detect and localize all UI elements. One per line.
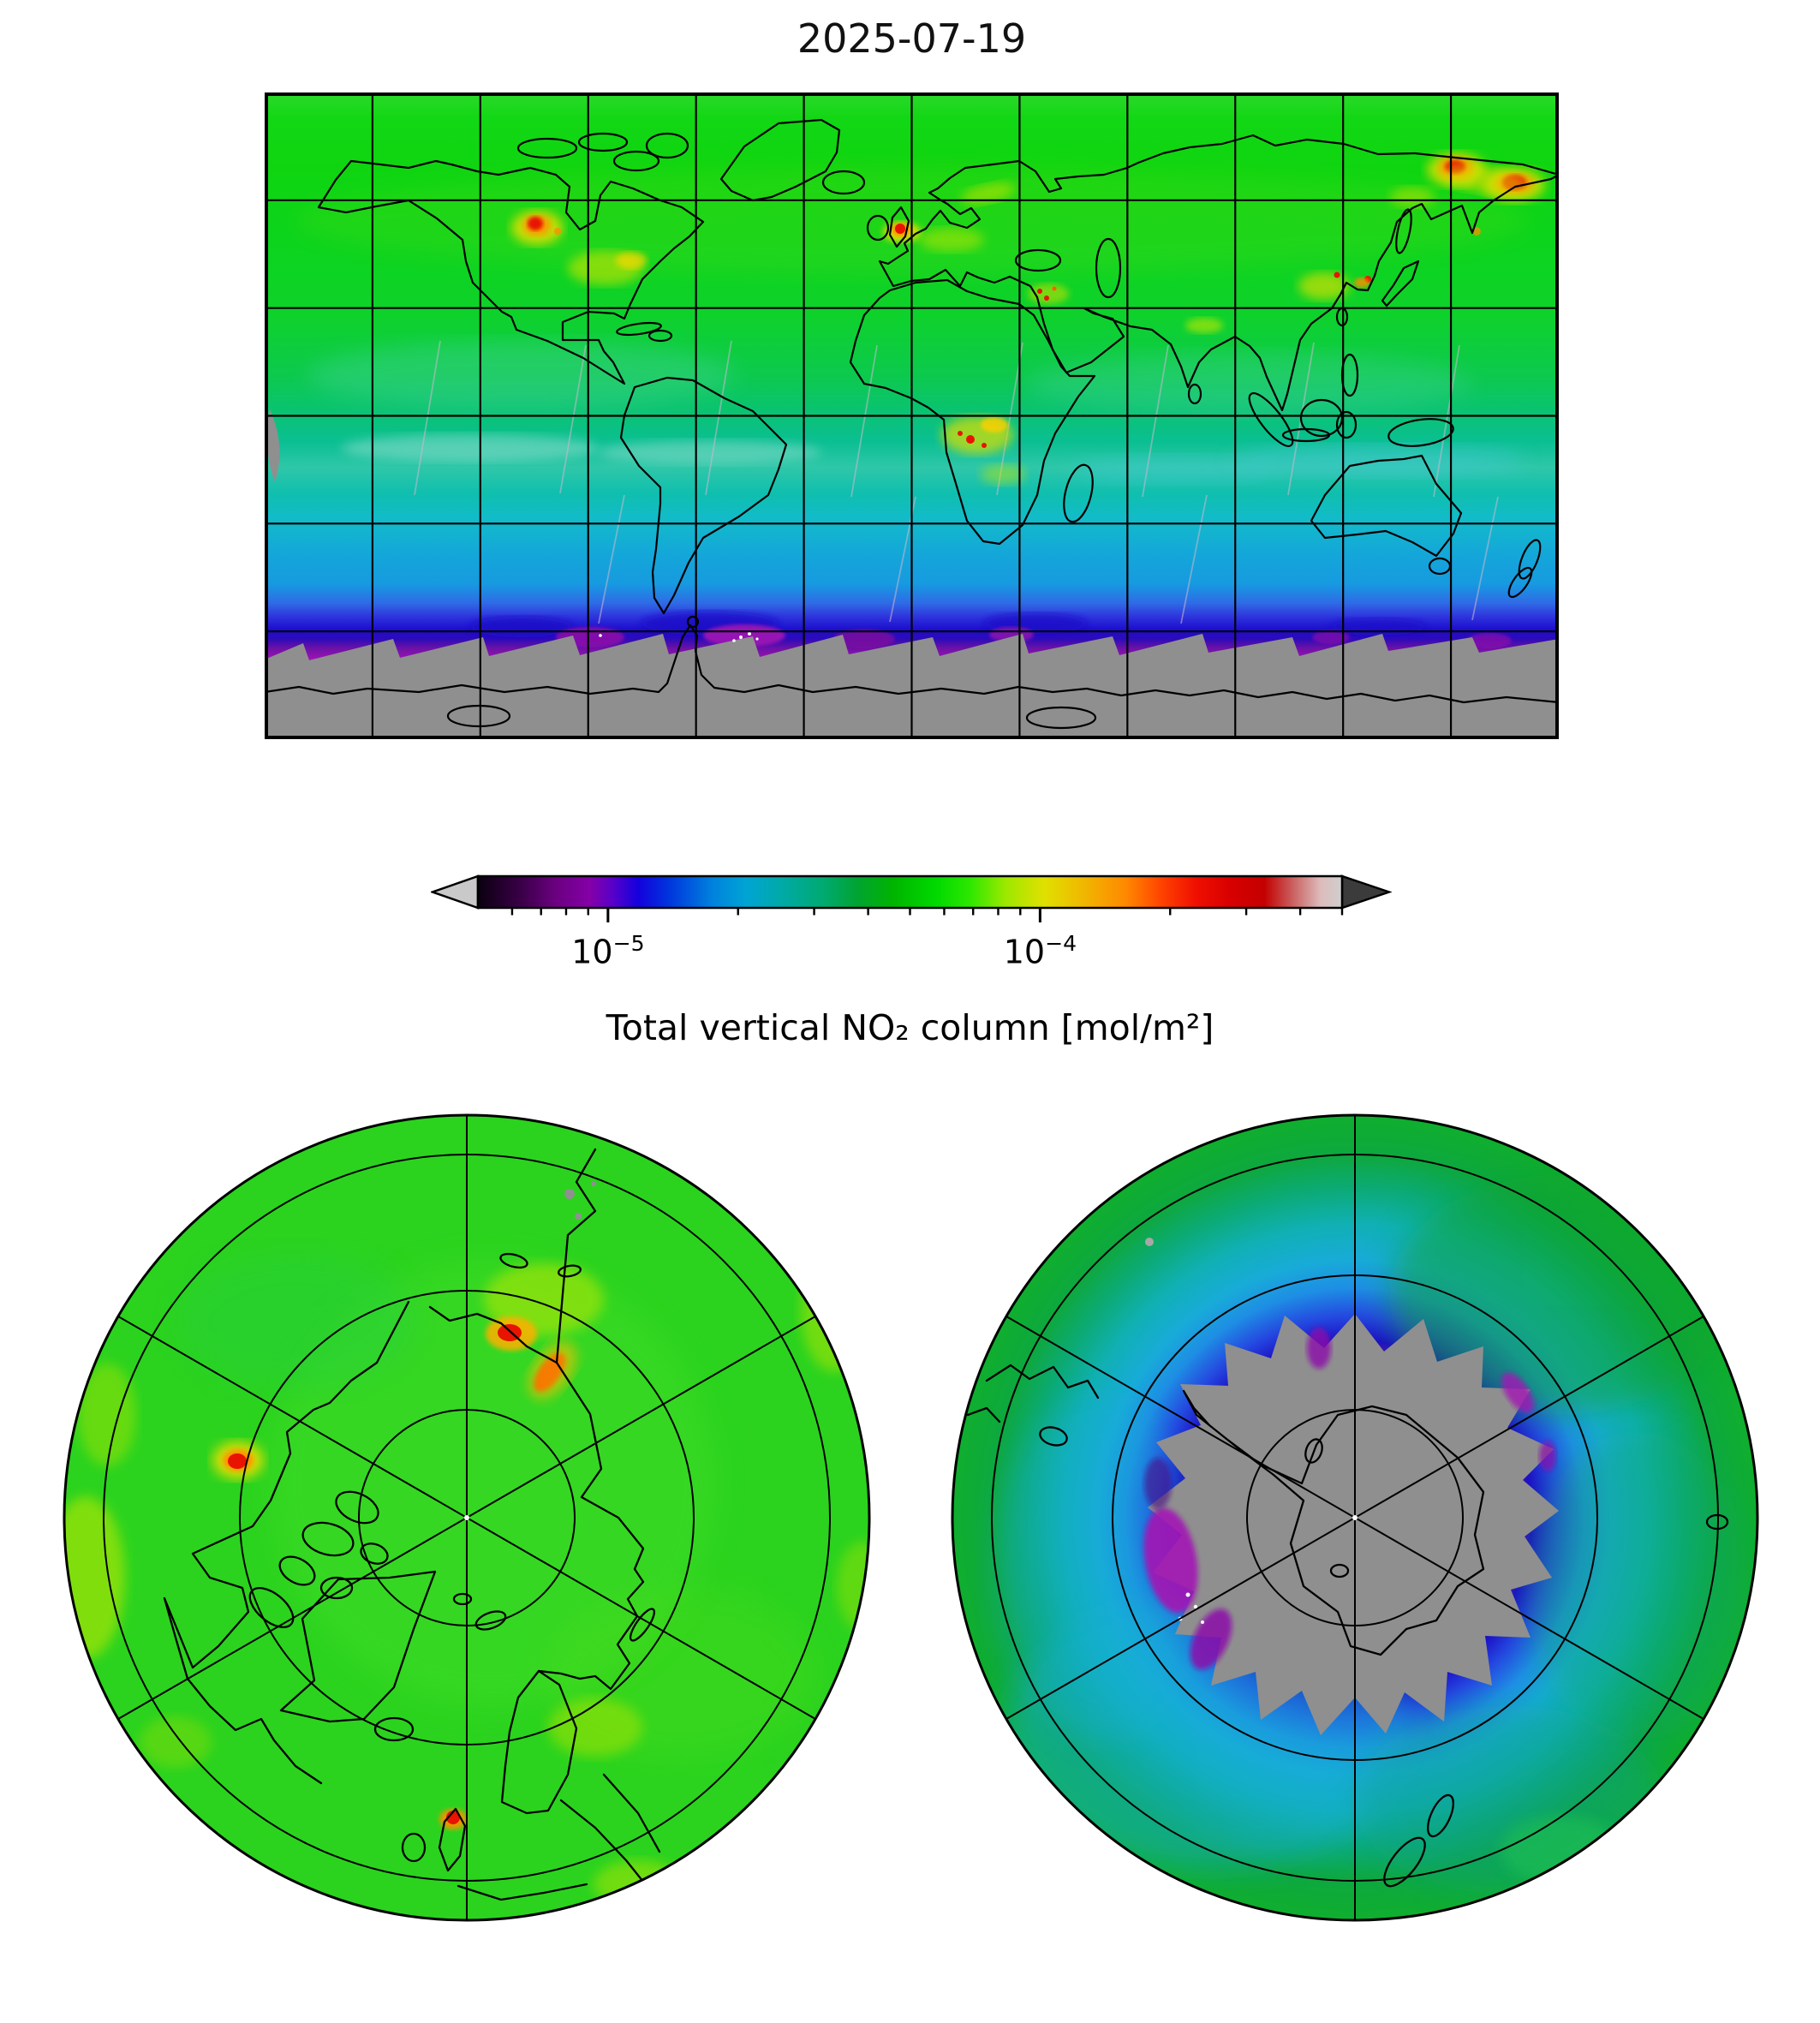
south-magenta-patches <box>1143 1238 1556 1670</box>
colorbar-ticks <box>510 908 1344 922</box>
tick-exponent: −4 <box>1045 930 1077 956</box>
map-border <box>265 92 1559 739</box>
tick-base: 10 <box>571 933 613 971</box>
no-data-sliver <box>266 409 280 482</box>
south-graticule <box>991 1115 1719 1920</box>
world-map-panel <box>265 92 1559 739</box>
pole-point <box>1352 1515 1358 1520</box>
colorbar-label: Total vertical NO₂ column [mol/m²] <box>606 1007 1214 1048</box>
colorbar <box>431 874 1392 922</box>
world-map-svg <box>265 92 1559 739</box>
tick-exponent: −5 <box>612 930 645 956</box>
north-hotspots <box>212 1181 596 1829</box>
south-no-data-star <box>1148 1314 1559 1735</box>
colorbar-under-arrow <box>431 874 480 910</box>
tick-base: 10 <box>1003 933 1046 971</box>
south-polar-border <box>951 1113 1759 1922</box>
south-polar-panel <box>944 1107 1766 1929</box>
north-coastlines <box>163 1148 661 1901</box>
map-graticule <box>265 92 1559 739</box>
north-polar-panel <box>56 1107 878 1929</box>
colorbar-over-arrow <box>1340 874 1392 910</box>
colorbar-tick-label: 10−4 <box>1003 930 1077 971</box>
pole-point <box>464 1515 469 1520</box>
north-polar-svg <box>63 1113 871 1922</box>
figure-title: 2025-07-19 <box>797 15 1027 62</box>
hotspots <box>511 152 1545 485</box>
colorbar-tick-label: 10−5 <box>571 930 645 971</box>
white-speckles <box>599 632 759 642</box>
south-coastlines <box>966 1364 1729 1888</box>
south-polar-svg <box>951 1113 1759 1922</box>
north-polar-border <box>63 1113 871 1922</box>
coastlines <box>265 118 1559 730</box>
colorbar-gradient-bar <box>476 874 1344 910</box>
